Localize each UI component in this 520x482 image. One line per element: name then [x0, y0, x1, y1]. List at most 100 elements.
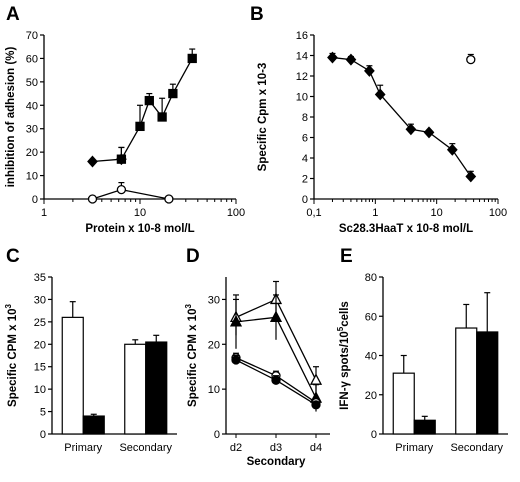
data-point: [269, 310, 283, 323]
y-axis-label-main: IFN-γ spots/10: [339, 331, 351, 410]
data-point: [135, 121, 145, 132]
y-tick-label: 12: [296, 71, 308, 83]
y-tick-label: 70: [26, 30, 38, 42]
y-axis-label-sup: 3: [184, 304, 193, 309]
y-axis-label: Specific CPM x 103: [4, 304, 19, 407]
y-axis-label: inhibition of adhesion (%): [5, 47, 17, 188]
data-point: [116, 154, 127, 164]
data-point: [423, 126, 435, 139]
chart-panel-b: 0,1 1 10 100 0 2 4 6 8 10 12 14 16 Sc28.3HaaT x 10-8 …: [257, 30, 507, 235]
y-tick-label: 10: [296, 92, 308, 104]
bar: [61, 316, 84, 435]
data-point: [327, 51, 338, 64]
y-tick-label: 14: [296, 51, 308, 63]
chart-panel-c: 0 5 10 15 20 25 30 35 Primary Secondary Specific C…: [4, 272, 177, 454]
x-tick-label: 100: [227, 207, 245, 219]
x-category-label: d4: [310, 442, 322, 454]
data-point: [87, 155, 98, 168]
x-tick-label: 10: [431, 207, 443, 219]
y-tick-label: 10: [26, 171, 38, 183]
y-tick-label: 40: [26, 100, 38, 112]
y-tick-label: 20: [26, 147, 38, 159]
x-tick-label: 1: [372, 207, 378, 219]
y-tick-label: 30: [208, 294, 220, 306]
y-axis-label: IFN-γ spots/105cells: [336, 301, 351, 410]
y-tick-label: 0: [214, 429, 220, 441]
x-category-label: d2: [230, 442, 242, 454]
data-point: [466, 54, 476, 65]
x-category-label: Primary: [64, 442, 102, 454]
y-tick-label: 16: [296, 30, 308, 42]
y-tick-label: 25: [34, 317, 46, 329]
y-tick-label: 30: [34, 294, 46, 306]
y-axis-label-main: Specific CPM x 10: [187, 309, 199, 407]
y-axis-label: Specific CPM x 103: [184, 304, 199, 407]
series-line: [332, 56, 472, 177]
y-tick-label: 8: [302, 112, 308, 124]
series-line: [92, 188, 170, 200]
data-point: [187, 53, 197, 64]
series-2: [87, 182, 174, 204]
y-tick-label: 40: [365, 351, 377, 363]
y-axis-label-main: Specific CPM x 10: [7, 309, 19, 407]
x-category-label: d3: [270, 442, 282, 454]
data-point: [405, 123, 417, 136]
bar: [455, 327, 478, 435]
y-tick-label: 35: [34, 272, 46, 284]
y-axis-label: Specific Cpm x 10-3: [257, 63, 269, 172]
data-point: [311, 400, 321, 410]
series-1: [229, 294, 323, 412]
data-point: [309, 373, 323, 385]
data-point: [465, 170, 477, 183]
x-tick-label: 0,1: [306, 207, 321, 219]
x-tick-label: 100: [489, 207, 507, 219]
data-point: [168, 88, 178, 99]
y-tick-label: 20: [34, 339, 46, 351]
bar: [476, 331, 499, 435]
series-1: [116, 48, 197, 164]
panel-letter-d: D: [186, 246, 200, 267]
panel-letter-b: B: [250, 4, 264, 25]
data-point: [446, 143, 458, 156]
data-point: [374, 88, 386, 101]
x-axis-label: Protein x 10-8 mol/L: [85, 223, 194, 235]
panel-letter-a: A: [6, 4, 20, 25]
y-tick-label: 20: [208, 339, 220, 351]
series-1: [466, 53, 476, 65]
bar: [413, 419, 436, 435]
x-category-label: Primary: [395, 442, 433, 454]
y-tick-label: 80: [365, 272, 377, 284]
chart-panel-d: 0 10 20 30 d2 d3 d4 Secondary Specific CPM x 103: [184, 277, 330, 468]
y-tick-label: 2: [302, 174, 308, 186]
bar: [124, 343, 147, 435]
data-point: [364, 64, 375, 77]
chart-panel-e: 0 20 40 60 80 Primary Secondary IFN-γ spots/105…: [336, 272, 508, 454]
x-category-label: Secondary: [450, 442, 503, 454]
panel-letter-e: E: [340, 246, 353, 267]
data-point: [231, 355, 241, 365]
x-axis-label: Secondary: [247, 456, 306, 468]
y-tick-label: 0: [371, 429, 377, 441]
series-line: [120, 58, 193, 160]
y-tick-label: 20: [365, 390, 377, 402]
y-tick-label: 0: [302, 194, 308, 206]
chart-panel-a: 1 10 100 0 10 20 30 40 50 60 70 Protein x 10-8 mol/…: [5, 30, 245, 235]
data-point: [345, 53, 357, 66]
y-axis-label-sup: 3: [4, 304, 13, 309]
panel-letter-c: C: [6, 246, 20, 267]
y-tick-label: 4: [302, 153, 308, 165]
y-tick-label: 50: [26, 77, 38, 89]
x-tick-label: 10: [134, 207, 146, 219]
y-tick-label: 60: [26, 53, 38, 65]
y-axis-label-sup: 5: [336, 326, 345, 331]
y-tick-label: 5: [40, 407, 46, 419]
y-tick-label: 30: [26, 124, 38, 136]
series-3: [231, 354, 321, 410]
x-tick-label: 1: [41, 207, 47, 219]
data-point: [157, 112, 167, 122]
y-tick-label: 10: [34, 384, 46, 396]
series-0: [327, 51, 477, 183]
y-tick-label: 6: [302, 133, 308, 145]
data-point: [164, 194, 174, 204]
